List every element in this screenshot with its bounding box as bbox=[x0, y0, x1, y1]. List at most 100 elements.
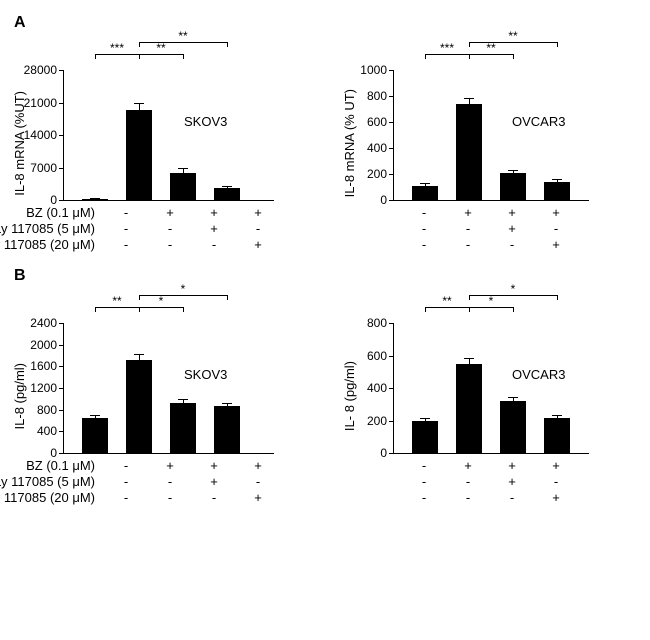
plot-area: 07000140002100028000SKOV3******* bbox=[63, 70, 274, 201]
error-cap bbox=[420, 418, 430, 419]
condition-cell: - bbox=[192, 237, 236, 253]
bar bbox=[170, 173, 196, 200]
y-tick-label: 7000 bbox=[30, 161, 64, 175]
condition-cell: - bbox=[104, 490, 148, 506]
error-bar bbox=[557, 180, 558, 182]
bar bbox=[126, 110, 152, 200]
y-axis-label: IL-8 mRNA (% UT) bbox=[340, 89, 357, 197]
sig-bracket bbox=[513, 54, 514, 59]
condition-label: Bay 117085 (5 μM) bbox=[0, 474, 95, 490]
bar-chart: IL-8 mRNA (% UT)02004006008001000OVCAR3*… bbox=[340, 34, 589, 253]
y-tick-label: 0 bbox=[50, 446, 64, 460]
error-cap bbox=[420, 183, 430, 184]
sig-bracket bbox=[469, 42, 470, 47]
condition-cell: + bbox=[192, 458, 236, 474]
condition-cell: - bbox=[236, 221, 280, 237]
y-tick-label: 21000 bbox=[24, 96, 64, 110]
condition-label: BZ (0.1 μM) bbox=[0, 205, 95, 221]
condition-cell: + bbox=[534, 205, 578, 221]
bar-chart: IL-8 mRNA (%UT)07000140002100028000SKOV3… bbox=[10, 34, 280, 253]
sig-stars: ** bbox=[501, 29, 525, 43]
panel-b: IL-8 (pg/ml)04008001200160020002400SKOV3… bbox=[10, 287, 640, 506]
sig-bracket bbox=[95, 54, 96, 59]
sig-bracket bbox=[139, 295, 140, 300]
y-tick-label: 400 bbox=[367, 381, 394, 395]
sig-stars: * bbox=[171, 282, 195, 296]
condition-cell: - bbox=[104, 458, 148, 474]
condition-cell: + bbox=[192, 205, 236, 221]
condition-cell: + bbox=[236, 458, 280, 474]
condition-label: Bay 117085 (20 μM) bbox=[0, 237, 95, 253]
error-cap bbox=[178, 168, 188, 169]
error-cap bbox=[552, 179, 562, 180]
condition-cell: - bbox=[104, 205, 148, 221]
cell-line-label: SKOV3 bbox=[184, 367, 227, 382]
error-bar bbox=[139, 355, 140, 360]
condition-cell: - bbox=[402, 237, 446, 253]
error-bar bbox=[139, 104, 140, 110]
y-tick-label: 14000 bbox=[24, 128, 64, 142]
error-bar bbox=[513, 398, 514, 401]
bar bbox=[544, 182, 570, 200]
y-tick-label: 0 bbox=[50, 193, 64, 207]
condition-label: Bay 117085 (5 μM) bbox=[0, 221, 95, 237]
condition-label: BZ (0.1 μM) bbox=[0, 458, 95, 474]
condition-table: BZ (0.1 μM)Bay 117085 (5 μM)Bay 117085 (… bbox=[0, 205, 280, 253]
condition-cell: - bbox=[402, 458, 446, 474]
error-cap bbox=[134, 354, 144, 355]
plot-area: 0200400600800OVCAR3**** bbox=[393, 323, 589, 454]
error-bar bbox=[95, 416, 96, 418]
y-axis-label: IL-8 (pg/ml) bbox=[10, 363, 27, 429]
figure: A IL-8 mRNA (%UT)07000140002100028000SKO… bbox=[10, 14, 640, 506]
condition-cell: - bbox=[192, 490, 236, 506]
condition-cell: - bbox=[148, 237, 192, 253]
condition-cell: - bbox=[148, 474, 192, 490]
condition-table: BZ (0.1 μM)Bay 117085 (5 μM)Bay 117085 (… bbox=[0, 458, 280, 506]
error-cap bbox=[222, 186, 232, 187]
y-tick-label: 2400 bbox=[30, 316, 64, 330]
sig-bracket bbox=[139, 54, 140, 59]
condition-cell: + bbox=[490, 474, 534, 490]
panel-a-label: A bbox=[14, 14, 640, 32]
sig-bracket bbox=[227, 295, 228, 300]
condition-cell: - bbox=[402, 490, 446, 506]
cell-line-label: SKOV3 bbox=[184, 114, 227, 129]
condition-cell: + bbox=[490, 458, 534, 474]
bar-chart: IL-8 (pg/ml)04008001200160020002400SKOV3… bbox=[10, 287, 280, 506]
bar bbox=[456, 104, 482, 200]
condition-cell: + bbox=[236, 237, 280, 253]
error-bar bbox=[227, 187, 228, 188]
condition-cell: + bbox=[192, 474, 236, 490]
error-bar bbox=[469, 99, 470, 104]
condition-cell: + bbox=[534, 237, 578, 253]
sig-bracket bbox=[557, 295, 558, 300]
condition-cell: + bbox=[446, 458, 490, 474]
condition-label: Bay 117085 (20 μM) bbox=[0, 490, 95, 506]
error-bar bbox=[469, 359, 470, 365]
y-axis-label: IL- 8 (pg/ml) bbox=[340, 361, 357, 431]
error-cap bbox=[464, 98, 474, 99]
condition-cell: + bbox=[490, 205, 534, 221]
y-tick-label: 400 bbox=[367, 141, 394, 155]
y-tick-label: 1600 bbox=[30, 359, 64, 373]
y-tick-label: 800 bbox=[367, 89, 394, 103]
error-cap bbox=[90, 415, 100, 416]
bar bbox=[412, 186, 438, 200]
sig-bracket bbox=[227, 42, 228, 47]
bar-chart: IL- 8 (pg/ml)0200400600800OVCAR3**** -++… bbox=[340, 287, 589, 506]
condition-cell: - bbox=[534, 474, 578, 490]
sig-stars: ** bbox=[149, 41, 173, 55]
sig-bracket bbox=[139, 42, 140, 47]
sig-bracket bbox=[469, 295, 470, 300]
bar bbox=[82, 418, 108, 453]
sig-bracket bbox=[557, 42, 558, 47]
sig-stars: *** bbox=[435, 41, 459, 55]
condition-cell: - bbox=[446, 490, 490, 506]
bar bbox=[456, 364, 482, 453]
error-cap bbox=[508, 170, 518, 171]
condition-cell: - bbox=[104, 474, 148, 490]
error-cap bbox=[464, 358, 474, 359]
error-cap bbox=[90, 198, 100, 199]
condition-cell: - bbox=[490, 237, 534, 253]
error-cap bbox=[222, 403, 232, 404]
